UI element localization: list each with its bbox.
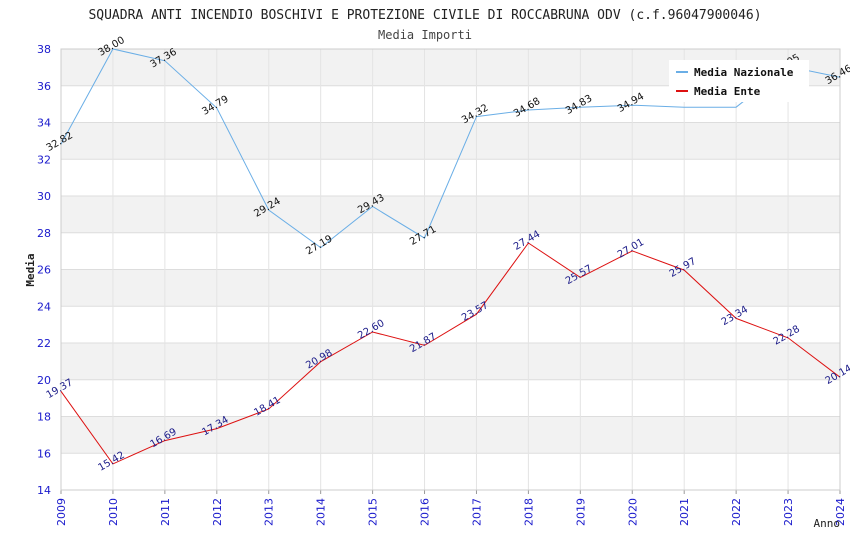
x-tick-label: 2013 xyxy=(263,498,276,526)
x-tick-label: 2020 xyxy=(626,498,639,526)
x-axis-label: Anno xyxy=(814,517,841,530)
x-tick-label: 2014 xyxy=(315,498,328,526)
legend-box xyxy=(669,60,809,102)
chart-title: SQUADRA ANTI INCENDIO BOSCHIVI E PROTEZI… xyxy=(88,8,761,23)
y-tick-label: 28 xyxy=(37,227,51,240)
x-tick-label: 2017 xyxy=(470,498,483,526)
band xyxy=(61,122,840,160)
y-tick-label: 24 xyxy=(37,300,51,313)
x-tick-label: 2012 xyxy=(211,498,224,526)
x-tick-label: 2019 xyxy=(574,498,587,526)
series-line-0 xyxy=(60,48,841,249)
legend-entry: Media Nazionale xyxy=(694,66,794,79)
y-tick-label: 26 xyxy=(37,264,51,277)
x-tick-label: 2018 xyxy=(522,498,535,526)
x-tick-label: 2021 xyxy=(678,498,691,526)
y-tick-label: 36 xyxy=(37,80,51,93)
band xyxy=(61,453,840,490)
series-line-1 xyxy=(60,242,841,465)
plot-background xyxy=(61,49,840,490)
x-tick-label: 2022 xyxy=(730,498,743,526)
legend-entry: Media Ente xyxy=(694,85,761,98)
y-axis-label: Media xyxy=(24,253,37,286)
x-tick-label: 2010 xyxy=(107,498,120,526)
chart-subtitle: Media Importi xyxy=(378,28,472,42)
x-tick-label: 2011 xyxy=(159,498,172,526)
band xyxy=(61,306,840,343)
y-tick-label: 30 xyxy=(37,190,51,203)
x-tick-label: 2023 xyxy=(782,498,795,526)
x-tick-label: 2024 xyxy=(834,498,847,526)
band xyxy=(61,379,840,417)
y-tick-label: 34 xyxy=(37,117,51,130)
y-tick-label: 32 xyxy=(37,153,51,166)
x-tick-label: 2016 xyxy=(419,498,432,526)
y-tick-label: 16 xyxy=(37,447,51,460)
band xyxy=(61,196,840,233)
y-tick-label: 14 xyxy=(37,484,51,497)
legend: Media Nazionale Media Ente xyxy=(669,60,809,102)
band xyxy=(61,232,840,270)
y-tick-label: 22 xyxy=(37,337,51,350)
y-tick-label: 20 xyxy=(37,374,51,387)
x-tick-label: 2015 xyxy=(367,498,380,526)
band xyxy=(61,343,840,380)
x-tick-label: 2009 xyxy=(55,498,68,526)
series-lines xyxy=(60,48,841,465)
y-tick-label: 18 xyxy=(37,411,51,424)
y-tick-label: 38 xyxy=(37,43,51,56)
band xyxy=(61,269,840,307)
gridlines xyxy=(60,48,841,491)
plot-border xyxy=(60,48,841,491)
